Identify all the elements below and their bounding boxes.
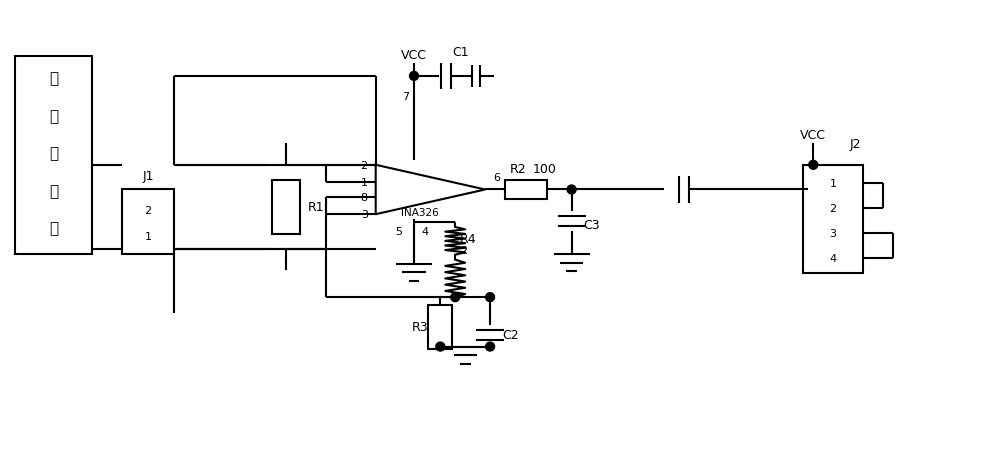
Text: INA326: INA326 bbox=[401, 208, 438, 218]
Text: R3: R3 bbox=[412, 320, 428, 334]
Circle shape bbox=[486, 293, 495, 302]
Text: 2: 2 bbox=[830, 204, 837, 214]
Text: C2: C2 bbox=[502, 329, 519, 341]
Text: VCC: VCC bbox=[800, 129, 826, 142]
Text: 100: 100 bbox=[533, 162, 557, 175]
Text: VCC: VCC bbox=[401, 49, 427, 62]
Text: 3: 3 bbox=[830, 229, 837, 239]
Text: 传: 传 bbox=[49, 146, 58, 161]
Bar bbox=[122, 190, 174, 254]
Text: 霍: 霍 bbox=[49, 71, 58, 86]
Bar bbox=[505, 180, 547, 200]
Text: 4: 4 bbox=[830, 254, 837, 263]
Circle shape bbox=[486, 342, 495, 351]
Text: 1: 1 bbox=[361, 177, 368, 187]
Text: 2: 2 bbox=[144, 206, 152, 216]
Text: 8: 8 bbox=[361, 193, 368, 203]
Text: C1: C1 bbox=[452, 46, 469, 59]
Text: 4: 4 bbox=[422, 227, 429, 236]
Text: 2: 2 bbox=[460, 245, 467, 255]
Text: 7: 7 bbox=[402, 91, 409, 101]
Text: J1: J1 bbox=[142, 169, 154, 182]
Text: 6: 6 bbox=[493, 172, 500, 182]
Text: 3: 3 bbox=[361, 210, 368, 220]
Polygon shape bbox=[376, 165, 485, 215]
Text: 尔: 尔 bbox=[49, 109, 58, 123]
Circle shape bbox=[809, 161, 818, 170]
Text: 1: 1 bbox=[144, 231, 151, 241]
Bar bbox=[15, 57, 92, 254]
Circle shape bbox=[567, 185, 576, 195]
Text: R2: R2 bbox=[510, 162, 527, 175]
Bar bbox=[803, 165, 863, 274]
Circle shape bbox=[451, 293, 460, 302]
Text: 2: 2 bbox=[361, 161, 368, 170]
Text: C3: C3 bbox=[584, 218, 600, 231]
Text: 5: 5 bbox=[395, 227, 402, 236]
Text: R4: R4 bbox=[460, 232, 477, 246]
Text: 1: 1 bbox=[830, 179, 837, 189]
Circle shape bbox=[410, 72, 418, 81]
Bar bbox=[428, 305, 452, 349]
Text: 感: 感 bbox=[49, 184, 58, 199]
Text: J2: J2 bbox=[849, 138, 861, 151]
Bar bbox=[272, 180, 300, 235]
Circle shape bbox=[436, 342, 445, 351]
Text: R1: R1 bbox=[308, 201, 325, 214]
Text: 器: 器 bbox=[49, 221, 58, 236]
